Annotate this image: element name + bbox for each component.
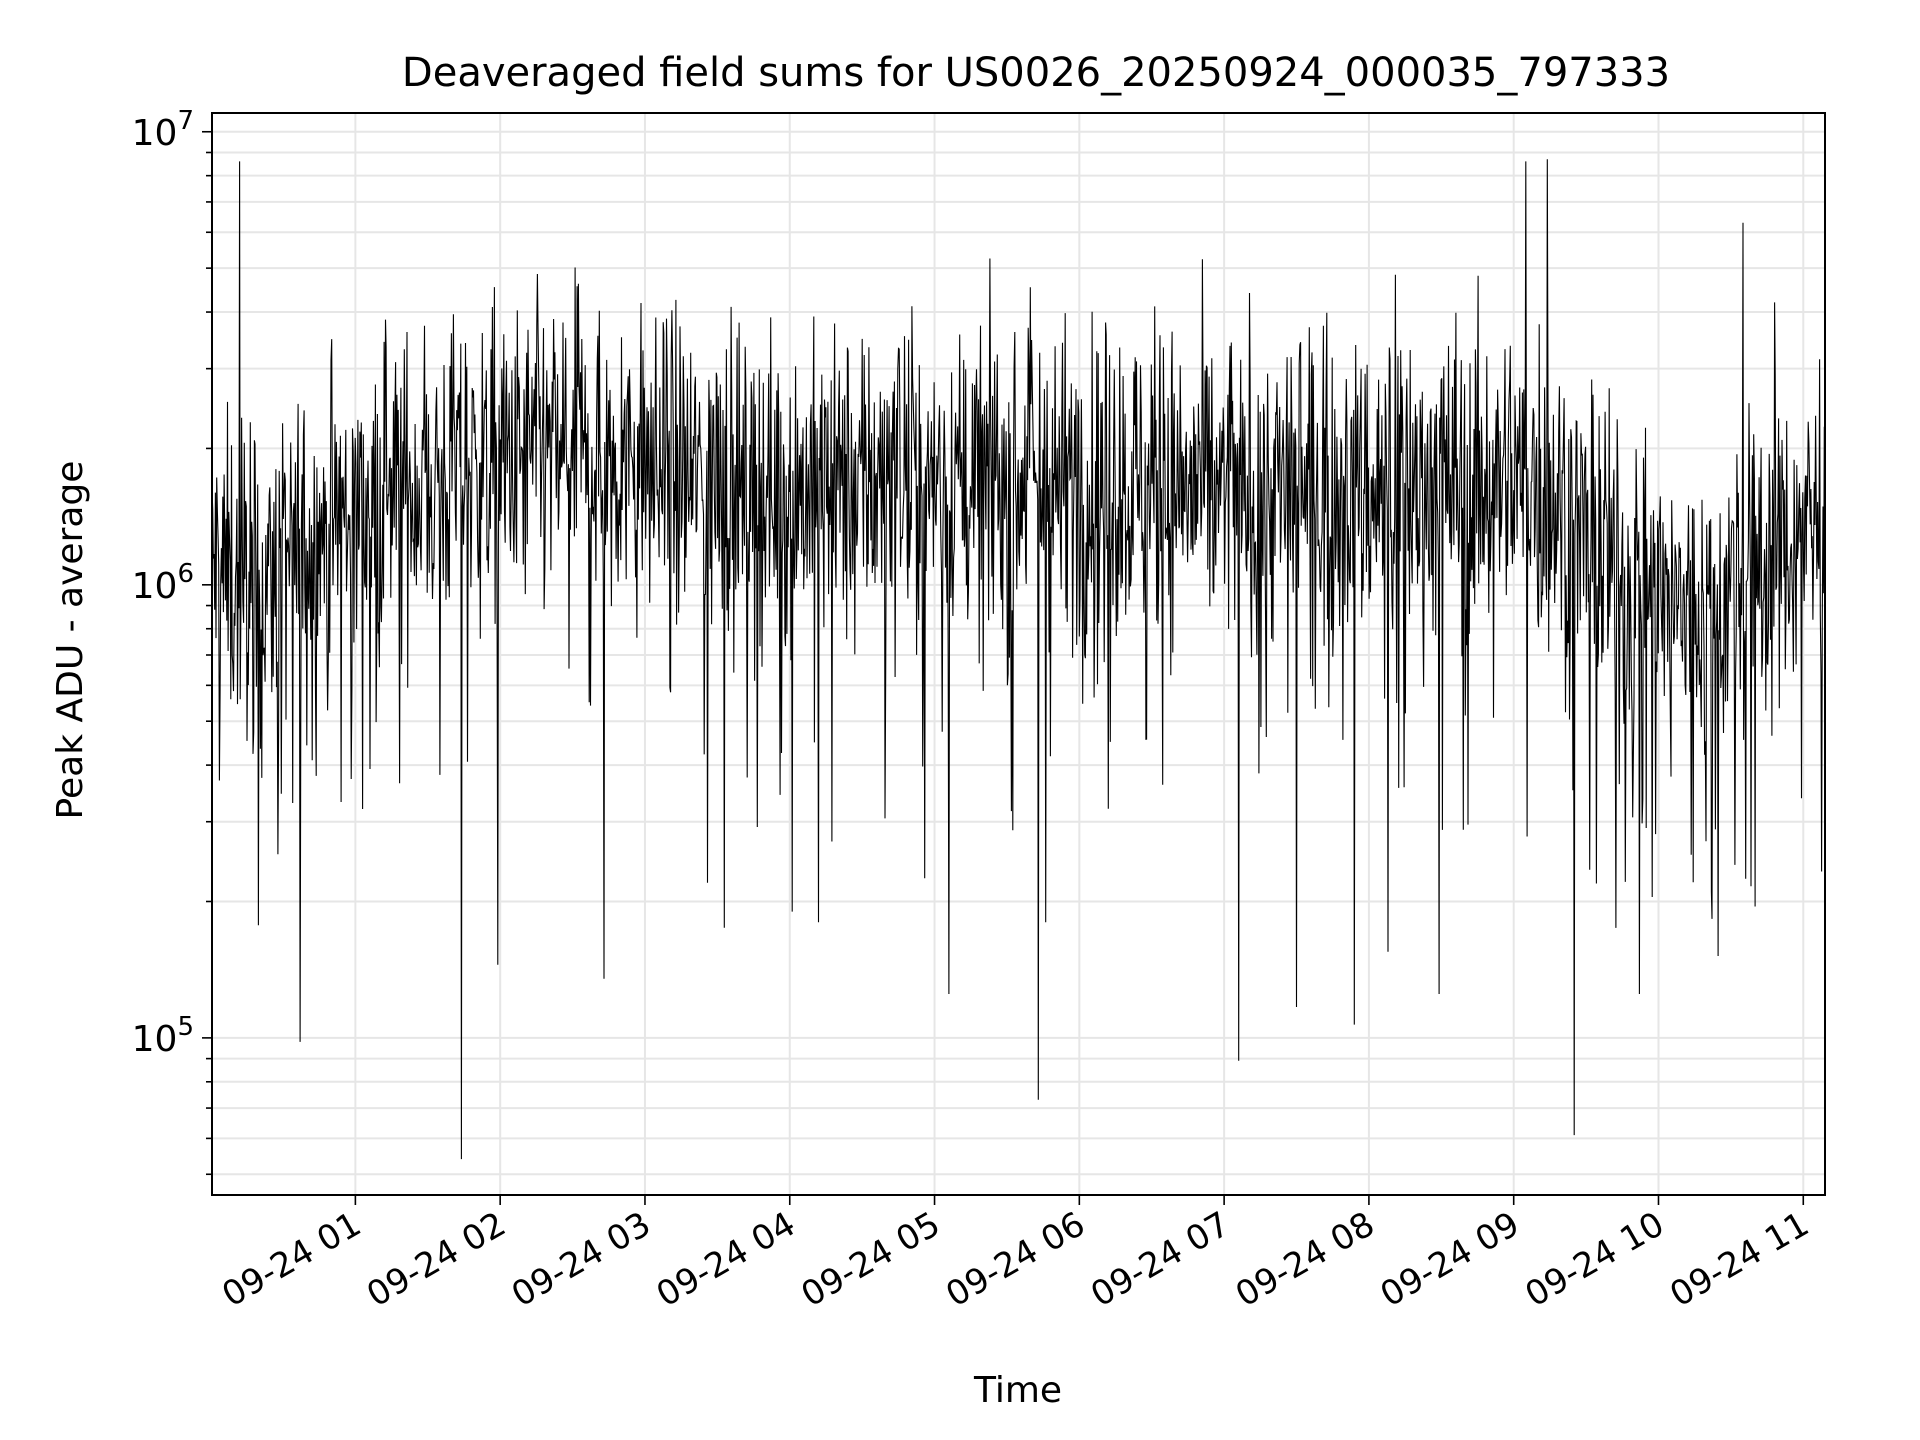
axes-frame bbox=[211, 112, 1826, 1196]
y-tick-base: 10 bbox=[132, 113, 178, 154]
grid-lines bbox=[212, 113, 1825, 1195]
chart-title: Deaveraged field sums for US0026_2025092… bbox=[402, 50, 1670, 96]
y-tick-exponent: 7 bbox=[177, 106, 194, 136]
y-tick-base: 10 bbox=[132, 566, 178, 607]
y-tick-label: 105 bbox=[132, 1012, 194, 1060]
x-axis-label: Time bbox=[973, 1370, 1062, 1411]
y-tick-label: 106 bbox=[132, 559, 194, 607]
y-tick-exponent: 6 bbox=[177, 559, 194, 589]
series-line-layer bbox=[211, 159, 1826, 1160]
series-line bbox=[211, 159, 1826, 1160]
y-tick-base: 10 bbox=[132, 1019, 178, 1060]
y-axis-label: Peak ADU - average bbox=[50, 461, 91, 820]
y-tick-label: 107 bbox=[132, 106, 194, 154]
y-tick-exponent: 5 bbox=[177, 1012, 194, 1042]
